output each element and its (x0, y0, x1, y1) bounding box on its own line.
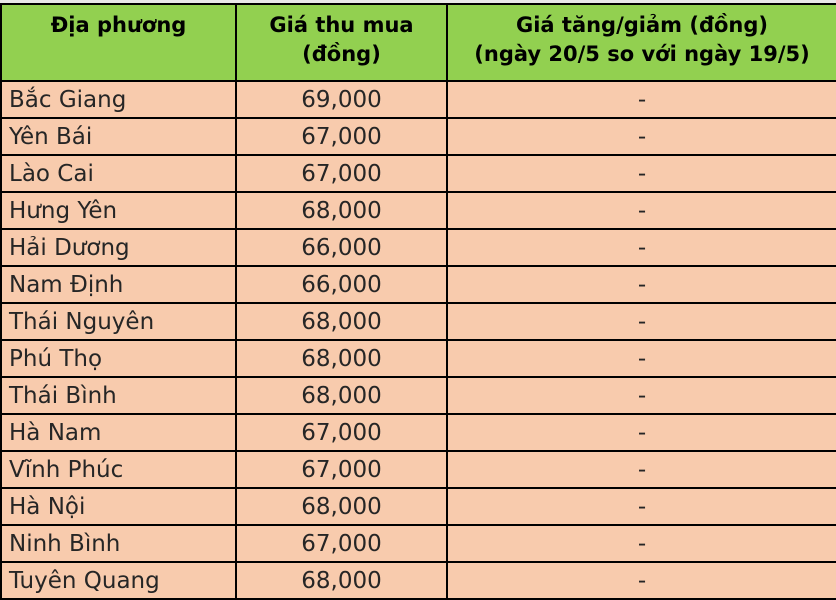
price-cell: 67,000 (235, 450, 448, 489)
province-cell: Nam Định (0, 265, 237, 304)
table-row: Hưng Yên 68,000 - (0, 191, 836, 230)
change-cell: - (446, 117, 836, 156)
header-row: Địa phương Giá thu mua (đồng) Giá tăng/g… (0, 3, 836, 82)
price-cell: 69,000 (235, 80, 448, 119)
table-row: Thái Bình 68,000 - (0, 376, 836, 415)
table-row: Vĩnh Phúc 67,000 - (0, 450, 836, 489)
header-province: Địa phương (0, 3, 237, 82)
change-cell: - (446, 339, 836, 378)
table-row: Hà Nội 68,000 - (0, 487, 836, 526)
price-cell: 67,000 (235, 154, 448, 193)
change-cell: - (446, 191, 836, 230)
change-cell: - (446, 561, 836, 600)
price-cell: 68,000 (235, 339, 448, 378)
price-cell: 68,000 (235, 302, 448, 341)
header-change: Giá tăng/giảm (đồng) (ngày 20/5 so với n… (446, 3, 836, 82)
table-row: Phú Thọ 68,000 - (0, 339, 836, 378)
price-table: Địa phương Giá thu mua (đồng) Giá tăng/g… (0, 3, 836, 600)
table-row: Nam Định 66,000 - (0, 265, 836, 304)
province-cell: Hà Nam (0, 413, 237, 452)
change-cell: - (446, 80, 836, 119)
price-cell: 68,000 (235, 487, 448, 526)
table-row: Hà Nam 67,000 - (0, 413, 836, 452)
price-cell: 67,000 (235, 413, 448, 452)
change-cell: - (446, 376, 836, 415)
province-cell: Vĩnh Phúc (0, 450, 237, 489)
price-cell: 66,000 (235, 265, 448, 304)
province-cell: Hải Dương (0, 228, 237, 267)
province-cell: Lào Cai (0, 154, 237, 193)
change-cell: - (446, 154, 836, 193)
header-price: Giá thu mua (đồng) (235, 3, 448, 82)
province-cell: Thái Nguyên (0, 302, 237, 341)
table-row: Ninh Bình 67,000 - (0, 524, 836, 563)
price-cell: 68,000 (235, 561, 448, 600)
province-cell: Hưng Yên (0, 191, 237, 230)
change-cell: - (446, 524, 836, 563)
table-row: Tuyên Quang 68,000 - (0, 561, 836, 600)
table-row: Thái Nguyên 68,000 - (0, 302, 836, 341)
price-cell: 68,000 (235, 191, 448, 230)
change-cell: - (446, 265, 836, 304)
province-cell: Hà Nội (0, 487, 237, 526)
province-cell: Phú Thọ (0, 339, 237, 378)
province-cell: Ninh Bình (0, 524, 237, 563)
price-cell: 66,000 (235, 228, 448, 267)
change-cell: - (446, 450, 836, 489)
province-cell: Bắc Giang (0, 80, 237, 119)
change-cell: - (446, 228, 836, 267)
table-row: Lào Cai 67,000 - (0, 154, 836, 193)
table-row: Bắc Giang 69,000 - (0, 80, 836, 119)
price-cell: 67,000 (235, 117, 448, 156)
table-row: Hải Dương 66,000 - (0, 228, 836, 267)
change-cell: - (446, 413, 836, 452)
province-cell: Yên Bái (0, 117, 237, 156)
price-cell: 68,000 (235, 376, 448, 415)
province-cell: Thái Bình (0, 376, 237, 415)
province-cell: Tuyên Quang (0, 561, 237, 600)
change-cell: - (446, 302, 836, 341)
price-cell: 67,000 (235, 524, 448, 563)
change-cell: - (446, 487, 836, 526)
table-row: Yên Bái 67,000 - (0, 117, 836, 156)
top-strip (0, 0, 836, 3)
